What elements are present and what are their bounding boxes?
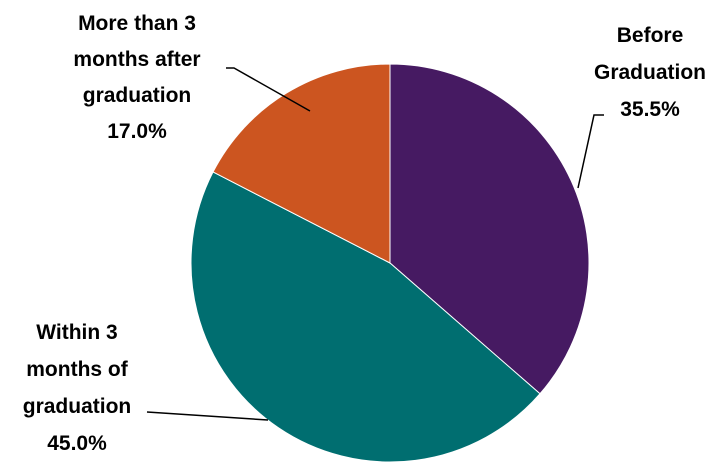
slice-before-graduation: [389, 63, 590, 395]
leader-line-within-3-months: [146, 411, 269, 421]
data-label-before-graduation: Before Graduation 35.5%: [594, 24, 706, 121]
slice-label-line: graduation: [23, 395, 132, 418]
data-label-more-than-3-months: More than 3 months after graduation 17.0…: [73, 12, 200, 143]
pie-slices: [190, 63, 590, 462]
leader-line-more-than-3-months: [226, 67, 311, 112]
slice-label-line: Graduation: [594, 61, 706, 84]
slice-label-line: months after: [73, 48, 200, 71]
slice-label-line: graduation: [83, 84, 192, 107]
slice-label-line: Before: [617, 24, 684, 47]
slice-value-label: 17.0%: [107, 120, 167, 143]
leader-lines: [146, 67, 604, 421]
slice-label-line: More than 3: [78, 12, 196, 35]
slice-value-label: 35.5%: [620, 98, 680, 121]
leader-line-before-graduation: [577, 114, 604, 189]
slice-label-line: months of: [26, 358, 128, 381]
slice-value-label: 45.0%: [47, 432, 107, 455]
slice-within-3-months: [190, 171, 541, 462]
slice-more-than-3-months: [212, 63, 391, 264]
data-label-within-3-months: Within 3 months of graduation 45.0%: [23, 321, 132, 455]
slice-label-line: Within 3: [36, 321, 117, 344]
